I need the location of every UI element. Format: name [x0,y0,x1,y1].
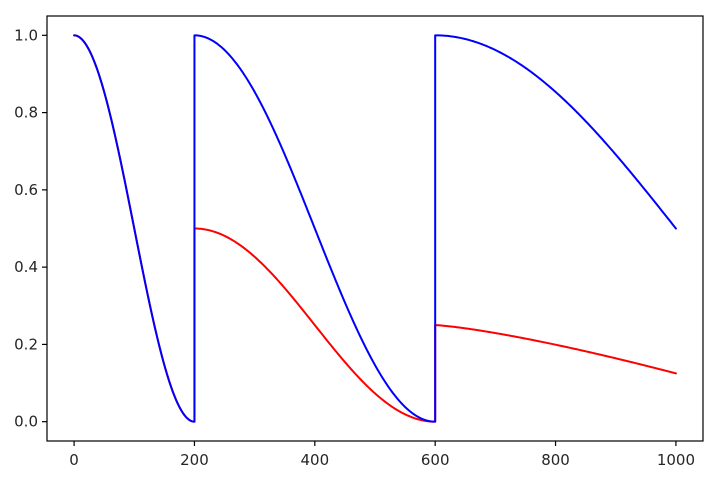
y-tick-label: 0.8 [14,104,38,122]
series-layer [73,34,677,423]
series-line-blue [73,34,677,423]
axes-frame [46,15,704,442]
x-tick-label: 200 [180,451,209,469]
y-tick-label: 0.2 [14,335,38,353]
x-tick-label: 400 [300,451,329,469]
x-tick-label: 1000 [657,451,695,469]
y-tick-label: 1.0 [14,26,38,44]
y-tick-label: 0.4 [14,258,38,276]
x-tick-label: 800 [541,451,570,469]
y-axis: 0.0 0.2 0.4 0.6 0.8 1.0 [14,26,47,431]
x-tick-label: 600 [421,451,450,469]
y-tick-label: 0.6 [14,181,38,199]
x-axis: 0 200 400 600 800 1000 [69,441,695,469]
x-tick-label: 0 [69,451,79,469]
y-tick-label: 0.0 [14,413,38,431]
